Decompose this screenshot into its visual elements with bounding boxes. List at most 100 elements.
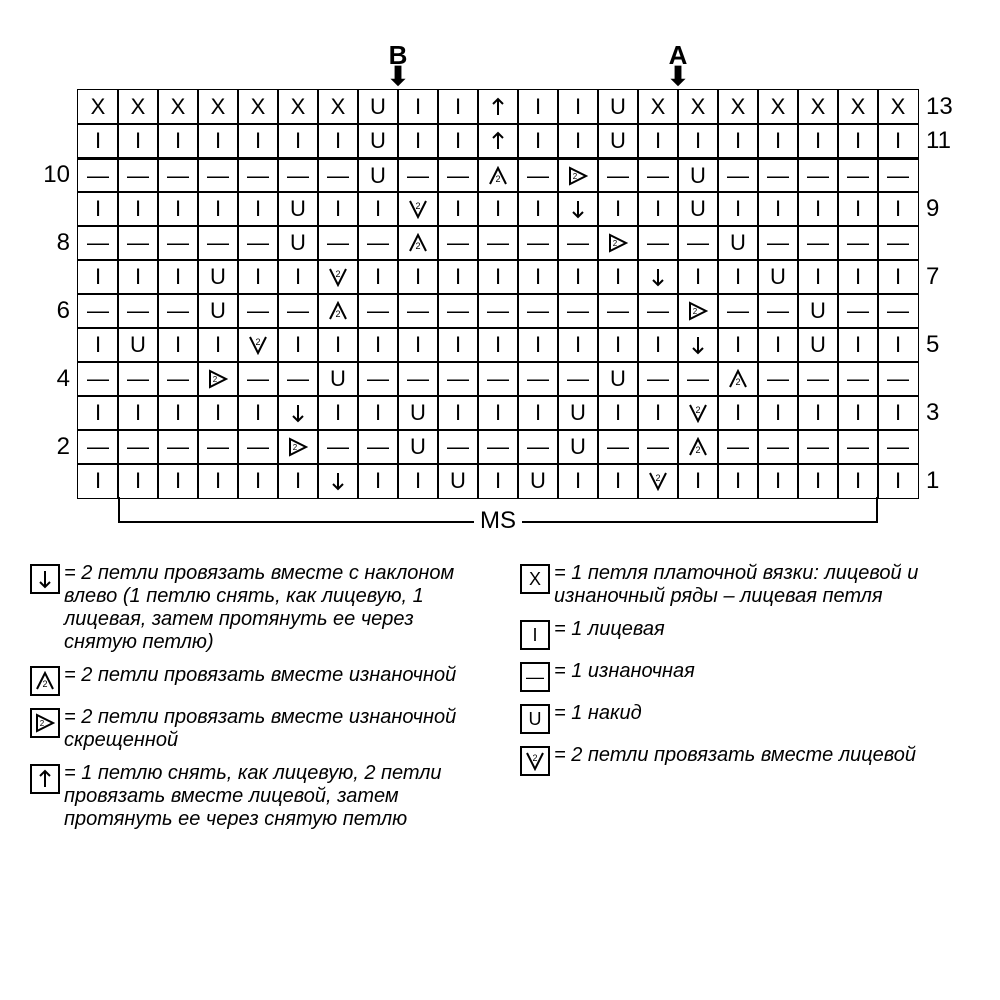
knitting-chart: B⬇A⬇ XXXXXXXUIIIIUXXXXXXX13IIIIIIIUIIIIU…: [30, 40, 970, 532]
chart-cell: X: [197, 89, 239, 125]
svg-text:2: 2: [415, 241, 420, 251]
chart-cell: I: [437, 191, 479, 227]
chart-cell: I: [637, 123, 679, 159]
legend-entry: X = 1 петля платочной вязки: лицевой и и…: [520, 562, 970, 608]
chart-cell: I: [757, 191, 799, 227]
chart-cell: —: [877, 293, 919, 329]
chart-cell: —: [717, 293, 759, 329]
chart-cell: —: [557, 361, 599, 397]
chart-cell: U: [397, 429, 439, 465]
chart-cell: X: [317, 89, 359, 125]
chart-cell: I: [357, 395, 399, 431]
chart-cell: —: [117, 293, 159, 329]
chart-cell: I: [77, 191, 119, 227]
chart-cell: —: [357, 225, 399, 261]
chart-cell: I: [717, 395, 759, 431]
chart-cell: —: [117, 225, 159, 261]
chart-cell: —: [517, 225, 559, 261]
svg-text:2: 2: [335, 309, 340, 319]
chart-cell: I: [797, 123, 839, 159]
rownum-left: 10: [30, 158, 78, 192]
chart-cell: 2: [317, 259, 359, 295]
chart-cell: —: [437, 225, 479, 261]
chart-cell: —: [717, 157, 759, 193]
chart-cell: 2: [677, 429, 719, 465]
chart-cell: U: [357, 89, 399, 125]
legend-text: = 2 петли провязать вместе изнаночной: [64, 664, 456, 687]
svg-text:2: 2: [293, 443, 298, 452]
chart-cell: I: [517, 259, 559, 295]
chart-cell: —: [77, 293, 119, 329]
rownum-right: 9: [918, 192, 966, 226]
chart-cell: U: [197, 259, 239, 295]
rownum-left: 6: [30, 294, 78, 328]
chart-cell: I: [237, 395, 279, 431]
svg-text:2: 2: [42, 679, 47, 689]
chart-cell: I: [397, 123, 439, 159]
chart-cell: I: [117, 191, 159, 227]
chart-cell: I: [597, 191, 639, 227]
chart-cell: I: [557, 123, 599, 159]
chart-cell: U: [357, 157, 399, 193]
chart-cell: U: [797, 327, 839, 363]
chart-cell: I: [237, 191, 279, 227]
chart-cell: —: [717, 429, 759, 465]
chart-cell: I: [877, 191, 919, 227]
chart-cell: I: [317, 395, 359, 431]
chart-cell: —: [197, 429, 239, 465]
chart-cell: —: [557, 225, 599, 261]
chart-cell: —: [837, 429, 879, 465]
chart-cell: —: [837, 293, 879, 329]
chart-cell: [277, 395, 319, 431]
chart-cell: —: [837, 157, 879, 193]
chart-cell: —: [77, 429, 119, 465]
chart-cell: U: [797, 293, 839, 329]
legend-text: = 2 петли провязать вместе изнаночной ск…: [64, 706, 480, 752]
chart-cell: I: [597, 463, 639, 499]
chart-cell: U: [397, 395, 439, 431]
svg-text:2: 2: [335, 269, 340, 279]
chart-cell: I: [437, 327, 479, 363]
rownum-left: [30, 464, 78, 498]
chart-cell: I: [77, 327, 119, 363]
chart-cell: —: [437, 361, 479, 397]
chart-cell: X: [237, 89, 279, 125]
chart-cell: —: [237, 361, 279, 397]
chart-cell: I: [677, 463, 719, 499]
marker-A: A⬇: [667, 40, 689, 85]
chart-cell: 2: [477, 157, 519, 193]
legend-entry: 2 = 2 петли провязать вместе изнаночной: [30, 664, 480, 696]
chart-cell: I: [597, 259, 639, 295]
chart-cell: [317, 463, 359, 499]
chart-cell: —: [117, 429, 159, 465]
chart-cell: —: [797, 429, 839, 465]
chart-cell: —: [757, 157, 799, 193]
chart-cell: 2: [717, 361, 759, 397]
chart-cell: —: [197, 225, 239, 261]
chart-grid: XXXXXXXUIIIIUXXXXXXX13IIIIIIIUIIIIUIIIII…: [30, 90, 970, 532]
chart-cell: I: [677, 259, 719, 295]
chart-cell: I: [637, 395, 679, 431]
chart-cell: [637, 259, 679, 295]
chart-cell: I: [877, 327, 919, 363]
legend-entry: 2 = 2 петли провязать вместе лицевой: [520, 744, 970, 776]
rownum-left: [30, 124, 78, 158]
chart-cell: I: [837, 463, 879, 499]
svg-text:2: 2: [415, 201, 420, 211]
chart-cell: I: [517, 395, 559, 431]
chart-cell: I: [157, 259, 199, 295]
chart-cell: I: [77, 463, 119, 499]
chart-cell: I: [117, 395, 159, 431]
svg-text:2: 2: [655, 473, 660, 483]
chart-cell: I: [277, 123, 319, 159]
chart-cell: X: [837, 89, 879, 125]
chart-cell: I: [77, 395, 119, 431]
chart-cell: I: [797, 395, 839, 431]
chart-cell: —: [797, 157, 839, 193]
chart-cell: —: [677, 361, 719, 397]
chart-cell: —: [397, 157, 439, 193]
legend-symbol: [30, 764, 60, 794]
chart-cell: —: [757, 225, 799, 261]
chart-cell: I: [637, 327, 679, 363]
chart-cell: 2: [317, 293, 359, 329]
